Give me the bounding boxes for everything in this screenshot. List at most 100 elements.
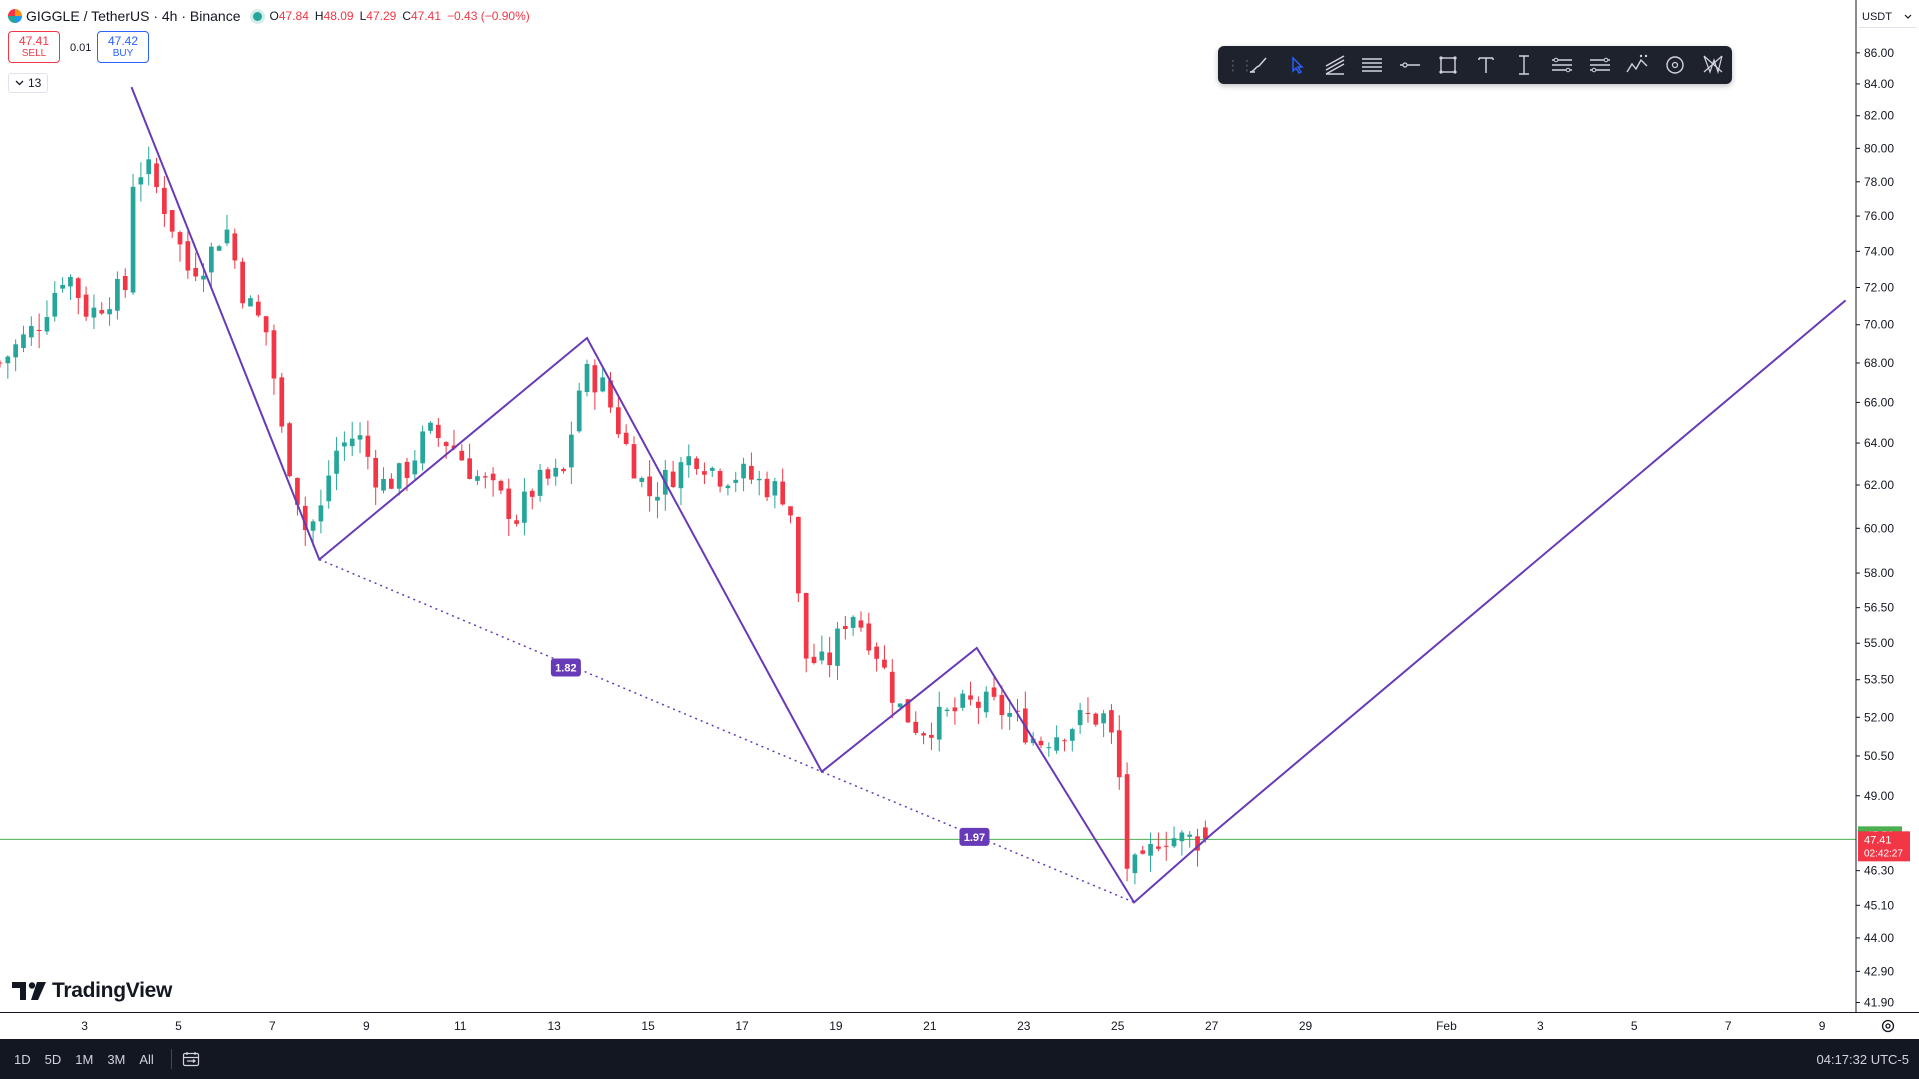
price-tick-label: 72.00 [1864,281,1894,295]
sell-button[interactable]: 47.41 SELL [8,31,60,63]
candle-body [1163,845,1169,847]
buy-label: BUY [112,48,134,59]
time-tick-label: 11 [454,1019,467,1033]
price-tick-label: 80.00 [1864,141,1894,155]
toolbar-divider [170,1049,172,1069]
brush-tool-button[interactable] [1240,50,1278,80]
long-position-tool-button[interactable] [1543,50,1581,80]
tradingview-logo[interactable]: TradingView [12,979,172,1003]
candle-body [482,476,488,478]
ohlc-open: O47.84 [269,9,309,23]
candle-body [130,186,136,293]
candle-body [232,233,238,261]
currency-select[interactable]: USDT [1858,6,1916,28]
candle-body [365,435,371,457]
candle-body [404,461,410,478]
time-tick-label: 29 [1299,1019,1313,1033]
ohlc-high: H48.09 [314,9,354,23]
candle-body [976,701,981,708]
currency-label: USDT [1862,10,1892,23]
candle-body [717,471,723,487]
candle-body [733,479,739,483]
indicators-toggle[interactable]: 13 [8,73,49,93]
cycle-tool-button[interactable] [1656,50,1694,80]
candle-body [342,442,347,447]
candle-body [60,284,65,289]
candle-body [897,703,903,708]
price-tick-label: 68.00 [1864,356,1894,370]
date-range-icon[interactable] [182,1051,200,1067]
current-price-badge [1858,831,1910,862]
candle-body [866,623,872,651]
candle-body [623,432,629,444]
time-tick-label: Feb [1436,1019,1457,1033]
candle-body [944,709,950,712]
candle-body [91,307,97,318]
candle-body [443,442,449,446]
candle-body [1046,747,1052,749]
candle-body [615,407,621,435]
candle-body [709,467,715,471]
text-tool-button[interactable] [1467,50,1505,80]
candle-body [749,465,754,480]
buy-button[interactable]: 47.42 BUY [97,31,149,63]
candle-body [248,298,253,307]
candle-body [796,516,801,594]
candle-body [224,229,230,244]
candle-body [334,450,339,474]
drawing-layer[interactable]: 1.82 1.97 [130,86,1847,904]
candle-body [1015,710,1020,712]
timeframe-1d[interactable]: 1D [14,1051,31,1067]
fib-tool-button[interactable] [1354,50,1392,80]
rectangle-tool-button[interactable] [1429,50,1467,80]
tradingview-logo-icon [12,982,46,1000]
timeframe-5d[interactable]: 5D [44,1051,62,1067]
candle-body [764,478,770,498]
chart-settings-icon[interactable] [1880,1018,1896,1034]
drag-handle-icon[interactable]: ⋮⋮ [1226,56,1254,73]
candle-body [929,734,934,738]
candle-body [592,365,598,393]
timeframe-3m[interactable]: 3M [107,1051,126,1067]
pattern-tool-button[interactable] [1694,50,1732,80]
spread-value: 0.01 [70,42,92,54]
candle-body [561,468,566,472]
short-position-tool-button[interactable] [1581,50,1619,80]
horizontal-line-tool-button[interactable] [1391,50,1429,80]
candle-body [21,334,26,349]
cursor-tool-button[interactable] [1278,50,1316,80]
time-tick-label: 17 [735,1019,749,1033]
candle-body [1203,827,1208,840]
drawing-toolbar: ⋮⋮ [1218,46,1732,84]
price-tick-label: 55.00 [1864,636,1894,650]
price-tick-label: 49.00 [1864,789,1894,803]
time-tick-label: 13 [547,1019,561,1033]
time-tick-label: 5 [1631,1019,1638,1033]
timeframe-all[interactable]: All [139,1051,154,1067]
elliott-wave-icon [1626,54,1648,73]
elliott-wave-tool-button[interactable] [1618,50,1656,80]
candle-body [420,431,426,464]
ratio-label-box [550,658,581,677]
indicators-count: 13 [28,76,42,90]
channel-tool-button[interactable] [1316,50,1354,80]
candle-body [584,363,590,392]
price-range-tool-button[interactable] [1505,50,1543,80]
candle-body [154,163,159,187]
candle-body [639,477,645,482]
candle-body [1124,774,1130,869]
time-tick-label: 9 [1819,1019,1826,1033]
timeframe-1m[interactable]: 1M [75,1051,94,1067]
axis-layer: 41.90 42.90 44.00 45.10 46.30 49.00 50.50 52.00… [0,0,1919,1033]
candle-body [780,481,786,505]
candle-body [569,434,574,468]
time-tick-label: 9 [363,1019,370,1033]
candle-body [68,276,73,287]
candle-body [1062,740,1067,742]
candle-body [177,232,183,245]
candle-body [263,316,269,333]
symbol-title[interactable]: GIGGLE / TetherUS · 4h · Binance [26,8,241,24]
candle-body [678,462,684,489]
clock-timezone[interactable]: 04:17:32 UTC-5 [1816,1051,1910,1067]
